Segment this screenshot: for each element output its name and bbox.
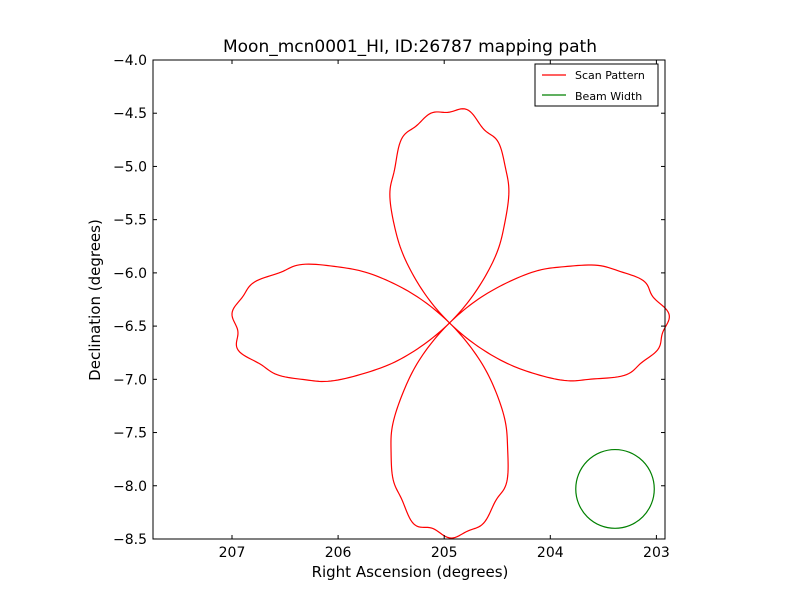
- scan-pattern-line: [231, 108, 670, 539]
- y-tick-label-6: −7.0: [113, 372, 147, 388]
- x-tick-label-205: 205: [431, 545, 458, 561]
- y-tick-label-9: −8.5: [113, 532, 147, 548]
- x-tick-label-206: 206: [325, 545, 352, 561]
- axes: 207 206 205 204 203 −4.0 −4.5 −5.0 −5.5 −6.0 −6.5 −…: [113, 53, 670, 561]
- plot-frame: [152, 59, 666, 540]
- y-tick-label-7: −7.5: [113, 426, 147, 442]
- y-tick-label-4: −6.0: [113, 266, 147, 282]
- y-tick-label-2: −5.0: [113, 159, 147, 175]
- x-tick-label-203: 203: [643, 545, 670, 561]
- y-tick-label-8: −8.0: [113, 479, 147, 495]
- x-axis-label: Right Ascension (degrees): [312, 563, 509, 581]
- y-tick-label-0: −4.0: [113, 53, 147, 69]
- x-tick-label-207: 207: [219, 545, 246, 561]
- legend-box: [534, 63, 659, 107]
- legend-label-beam-width: Beam Width: [575, 90, 642, 103]
- beam-width-circle: [575, 448, 655, 529]
- chart-title: Moon_mcn0001_HI, ID:26787 mapping path: [223, 37, 597, 57]
- legend: Scan Pattern Beam Width: [534, 63, 659, 107]
- plot-area: [231, 108, 670, 539]
- legend-label-scan-pattern: Scan Pattern: [575, 69, 645, 82]
- y-tick-label-1: −4.5: [113, 106, 147, 122]
- x-tick-label-204: 204: [537, 545, 564, 561]
- y-tick-label-5: −6.5: [113, 319, 147, 335]
- y-tick-label-3: −5.5: [113, 213, 147, 229]
- y-axis-label: Declination (degrees): [86, 219, 104, 381]
